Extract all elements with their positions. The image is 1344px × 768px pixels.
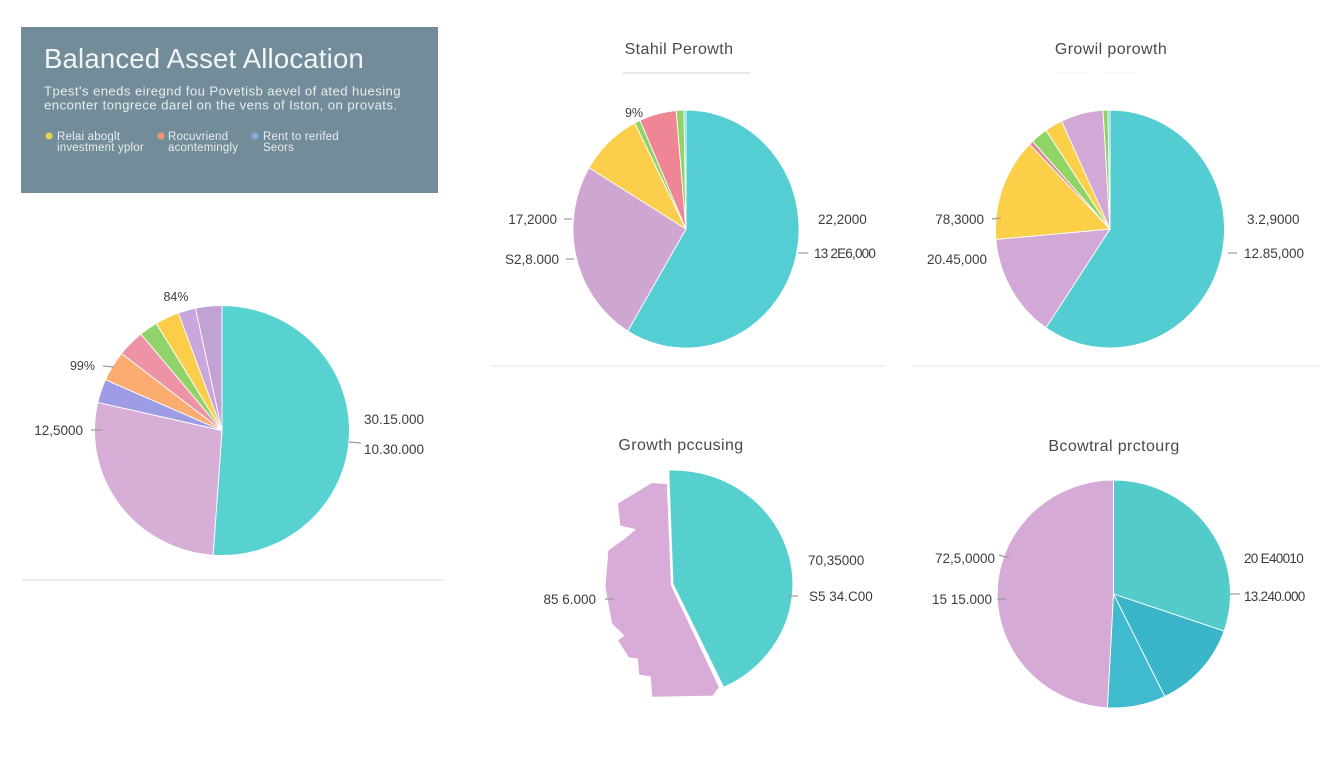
svg-text:Tpest's eneds eiregnd fou Pove: Tpest's eneds eiregnd fou Povetisb aevel… [44,84,401,99]
svg-text:13 2E6,000: 13 2E6,000 [814,246,875,261]
svg-text:22,2000: 22,2000 [818,212,867,227]
svg-text:12,5000: 12,5000 [34,423,83,438]
svg-text:acontemingly: acontemingly [168,142,238,154]
svg-text:72,5,0000: 72,5,0000 [935,551,995,566]
svg-text:30.15.000: 30.15.000 [364,412,424,427]
svg-text:Balanced Asset Allocation: Balanced Asset Allocation [44,43,364,74]
svg-text:99%: 99% [70,359,95,373]
svg-text:Bcowtral prctourg: Bcowtral prctourg [1048,438,1179,455]
svg-text:Seors: Seors [263,142,294,154]
svg-text:78,3000: 78,3000 [935,212,984,227]
svg-text:Rent to rerifed: Rent to rerifed [263,131,339,143]
svg-text:20.45,000: 20.45,000 [927,252,987,267]
svg-text:Stahil Perowth: Stahil Perowth [625,41,734,58]
svg-text:enconter tongrece darel on the: enconter tongrece darel on the vens of I… [44,98,397,113]
svg-text:S2,8.000: S2,8.000 [505,252,559,267]
svg-text:Growil porowth: Growil porowth [1055,41,1167,58]
svg-text:9%: 9% [625,106,643,120]
svg-text:Rocuvriend: Rocuvriend [168,131,228,143]
svg-text:Relai aboglt: Relai aboglt [57,131,121,143]
svg-text:17,2000: 17,2000 [508,212,557,227]
svg-text:Growth pccusing: Growth pccusing [618,437,743,454]
svg-text:10.30.000: 10.30.000 [364,442,424,457]
svg-text:13.240.000: 13.240.000 [1244,589,1305,604]
svg-text:12.85,000: 12.85,000 [1244,246,1304,261]
svg-text:S5 34.C00: S5 34.C00 [809,589,873,604]
svg-text:84%: 84% [163,290,188,304]
svg-text:70,35000: 70,35000 [808,553,864,568]
svg-text:3.2,9000: 3.2,9000 [1247,212,1300,227]
svg-text:15 15.000: 15 15.000 [932,592,992,607]
svg-text:investment yplor: investment yplor [57,142,144,154]
svg-text:20 E40010: 20 E40010 [1244,551,1303,566]
svg-text:85 6.000: 85 6.000 [543,592,596,607]
